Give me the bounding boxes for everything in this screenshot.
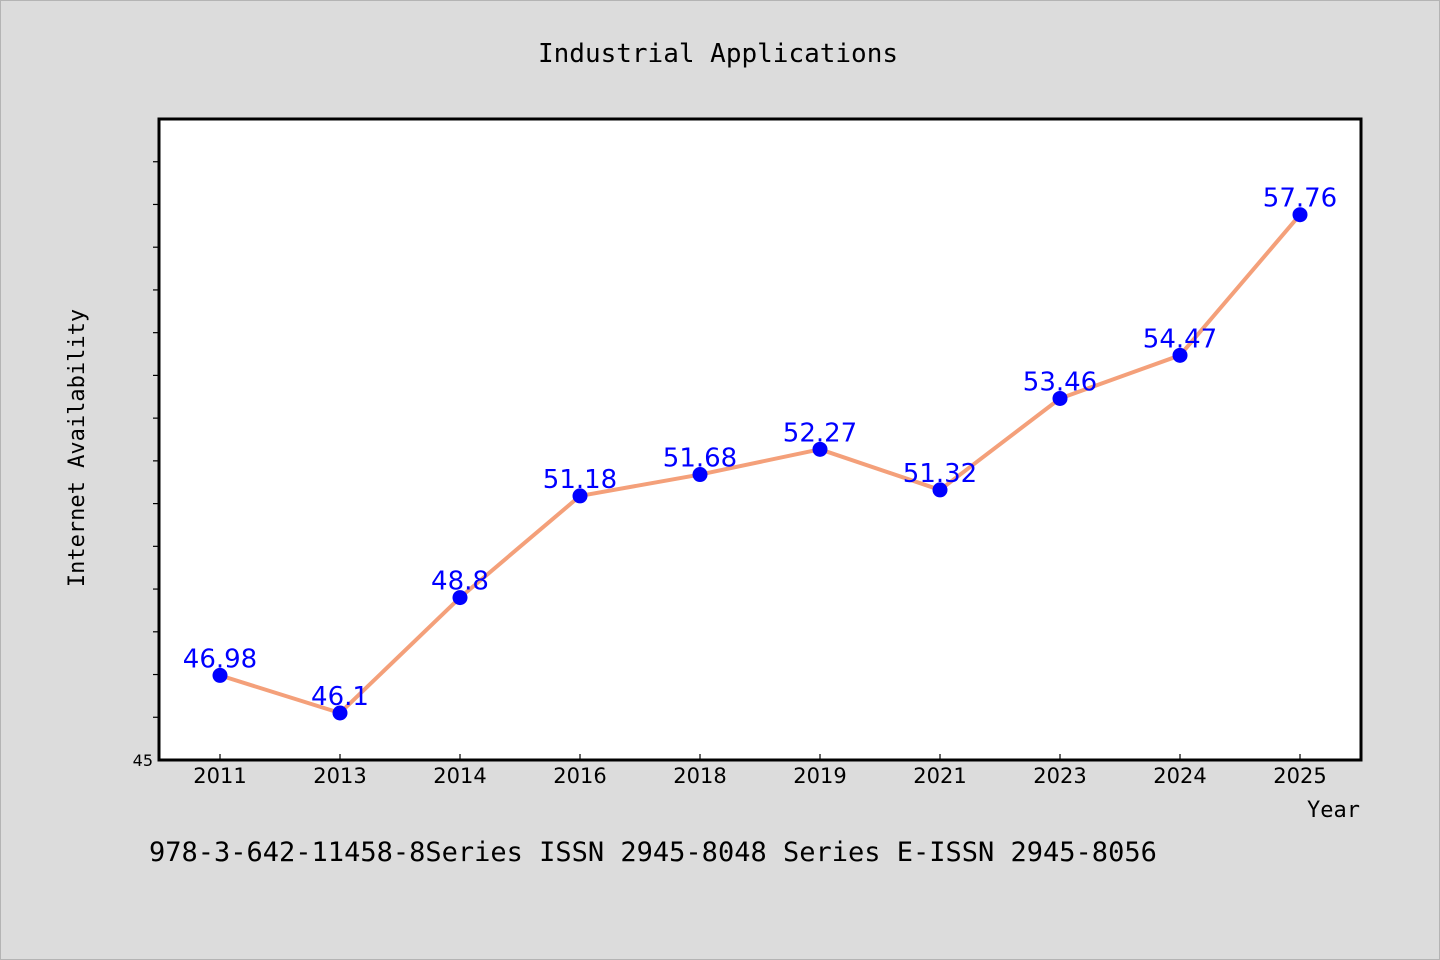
data-label: 53.46 (1023, 367, 1097, 397)
data-label: 48.8 (431, 567, 489, 597)
data-point (452, 590, 468, 606)
x-tick-label: 2014 (433, 764, 486, 788)
data-label: 54.47 (1143, 324, 1217, 354)
data-point (212, 667, 228, 683)
x-axis-label: Year (1307, 798, 1360, 823)
data-point (332, 705, 348, 721)
x-tick-label: 2011 (193, 764, 246, 788)
data-point (572, 488, 588, 504)
data-label: 51.18 (543, 465, 617, 495)
y-tick-label: 45 (133, 751, 153, 770)
data-point (1292, 207, 1308, 223)
data-point (1052, 390, 1068, 406)
data-label: 52.27 (783, 418, 857, 448)
x-tick-label: 2013 (313, 764, 366, 788)
y-axis-label: Internet Availability (65, 309, 90, 587)
footer-isbn-text: 978-3-642-11458-8Series ISSN 2945-8048 S… (149, 837, 1157, 868)
data-point (692, 467, 708, 483)
data-label: 46.1 (311, 682, 369, 712)
series-line (219, 213, 1302, 715)
data-point (932, 482, 948, 498)
data-point (812, 441, 828, 457)
chart-title: Industrial Applications (538, 39, 898, 69)
plot-area (157, 117, 1363, 762)
x-tick-label: 2025 (1273, 764, 1326, 788)
x-tick-label: 2019 (793, 764, 846, 788)
series-group: 46.98 46.1 48.8 51.18 51.68 52.27 51.32 53.46 54… (183, 184, 1337, 721)
x-tick-label: 2023 (1033, 764, 1086, 788)
y-axis-ticks: 45 (133, 161, 159, 770)
data-point (1172, 347, 1188, 363)
x-tick-label: 2018 (673, 764, 726, 788)
x-axis-ticks: 2011 2013 2014 2016 2018 2019 2021 2023 2024 2025 (193, 754, 1327, 788)
x-tick-label: 2024 (1153, 764, 1206, 788)
x-tick-label: 2016 (553, 764, 606, 788)
data-label: 57.76 (1263, 184, 1337, 214)
data-label: 51.68 (663, 444, 737, 474)
data-label: 46.98 (183, 644, 257, 674)
data-label: 51.32 (903, 459, 977, 489)
x-tick-label: 2021 (913, 764, 966, 788)
